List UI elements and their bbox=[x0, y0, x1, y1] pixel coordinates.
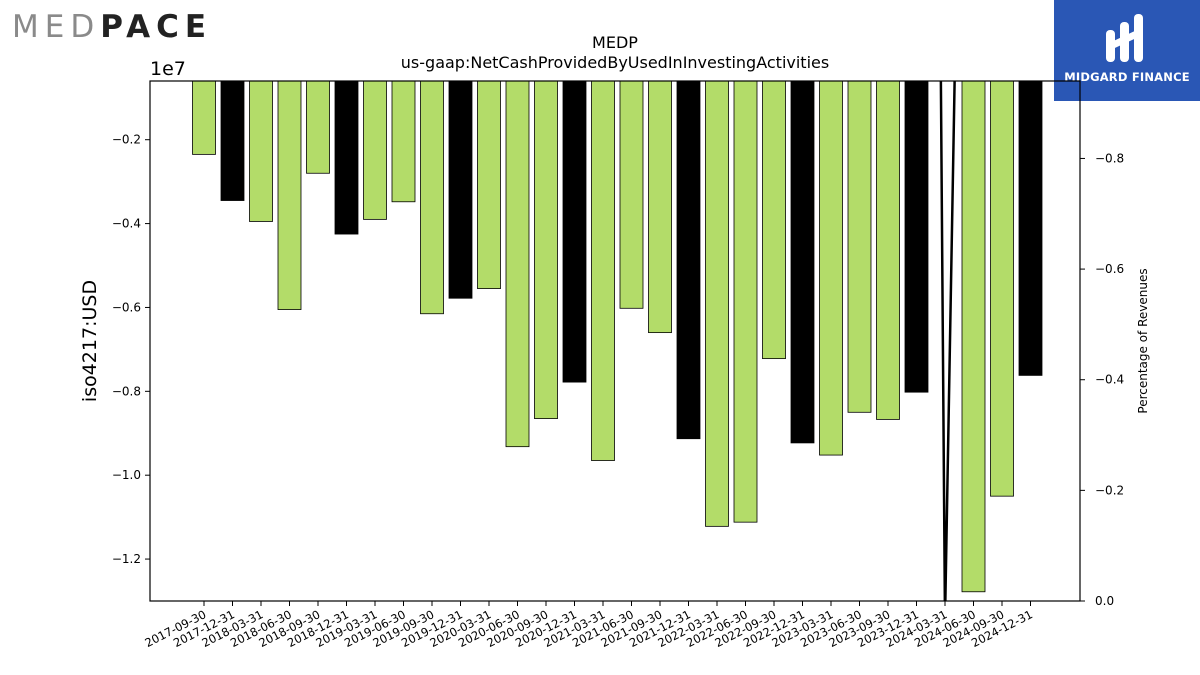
bar-2021-09-30 bbox=[648, 80, 672, 334]
y2-tick-label: −0.2 bbox=[1095, 483, 1124, 497]
y-tick-label: −0.6 bbox=[112, 300, 141, 314]
y-axis-label: iso4217:USD bbox=[79, 280, 101, 402]
bar-2018-12-31 bbox=[334, 80, 359, 235]
bar-2017-09-30 bbox=[192, 80, 216, 155]
bar-2019-09-30 bbox=[420, 80, 444, 315]
y2-tick-label: −0.6 bbox=[1095, 262, 1124, 276]
chart-title: MEDP bbox=[592, 33, 638, 52]
y2-axis: 0.0 −0.2 −0.4 −0.6 −0.8 bbox=[1080, 151, 1124, 608]
y-tick-label: −0.2 bbox=[112, 133, 141, 147]
bar-2018-03-31 bbox=[249, 80, 273, 222]
bar-2024-09-30 bbox=[990, 80, 1014, 497]
bars-group bbox=[192, 80, 1043, 593]
chart-subtitle: us-gaap:NetCashProvidedByUsedInInvesting… bbox=[401, 53, 829, 72]
bar-2020-06-30 bbox=[505, 80, 530, 448]
bar-2022-12-31 bbox=[790, 80, 815, 444]
y2-tick-label: −0.4 bbox=[1095, 373, 1124, 387]
plot-frame bbox=[149, 80, 1081, 602]
bar-2020-12-31 bbox=[562, 80, 587, 383]
bar-2020-09-30 bbox=[534, 80, 558, 419]
bar-2019-12-31 bbox=[448, 80, 473, 299]
bar-2021-06-30 bbox=[619, 80, 644, 309]
y-tick-label: −1.2 bbox=[112, 552, 141, 566]
bar-2022-09-30 bbox=[762, 80, 786, 360]
bar-2022-06-30 bbox=[733, 80, 758, 523]
bar-2018-09-30 bbox=[306, 80, 330, 174]
y2-axis-label: Percentage of Revenues bbox=[1136, 268, 1150, 413]
y-tick-label: −0.8 bbox=[112, 384, 141, 398]
bar-2018-06-30 bbox=[277, 80, 302, 310]
y-offset-label: 1e7 bbox=[150, 58, 186, 80]
bar-2023-06-30 bbox=[847, 80, 872, 413]
medpace-logo-text: MEDPACE bbox=[12, 9, 213, 45]
bar-2019-03-31 bbox=[363, 80, 387, 220]
midgard-logo-text: MIDGARD FINANCE bbox=[1064, 70, 1190, 84]
bar-2024-12-31 bbox=[1018, 80, 1043, 376]
y-tick-label: −0.4 bbox=[112, 217, 141, 231]
bar-2021-12-31 bbox=[676, 80, 701, 440]
midgard-finance-logo: MIDGARD FINANCE bbox=[1054, 0, 1200, 101]
y2-tick-label: 0.0 bbox=[1095, 594, 1114, 608]
x-axis: 2017-09-302017-12-312018-03-312018-06-30… bbox=[142, 601, 1035, 650]
bar-2017-12-31 bbox=[220, 80, 245, 201]
percentage-line bbox=[939, 81, 956, 601]
bar-2022-03-31 bbox=[705, 80, 729, 527]
bar-2023-12-31 bbox=[904, 80, 929, 393]
bar-2024-06-30 bbox=[961, 80, 986, 593]
bar-2023-09-30 bbox=[876, 80, 900, 420]
bar-2023-03-31 bbox=[819, 80, 843, 456]
bar-2019-06-30 bbox=[391, 80, 416, 203]
bar-2020-03-31 bbox=[477, 80, 501, 289]
midgard-logo-mark bbox=[1106, 14, 1143, 62]
y-tick-label: −1.0 bbox=[112, 468, 141, 482]
y-axis: −0.2 −0.4 −0.6 −0.8 −1.0 −1.2 bbox=[112, 133, 150, 566]
y2-tick-label: −0.8 bbox=[1095, 151, 1124, 165]
bar-2021-03-31 bbox=[591, 80, 615, 461]
line-group bbox=[939, 81, 956, 601]
